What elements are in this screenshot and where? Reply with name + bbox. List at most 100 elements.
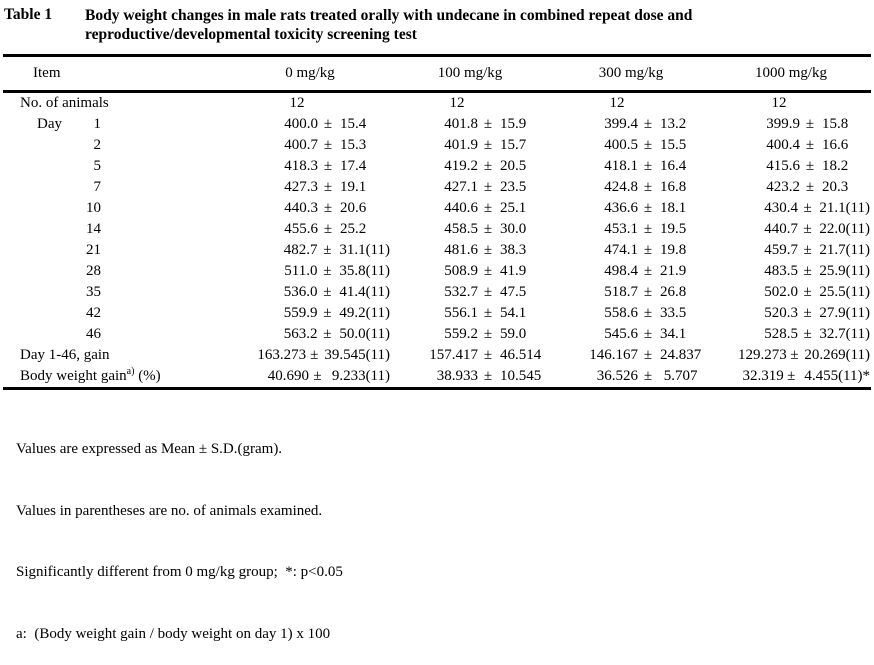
mean-value: 536.0	[283, 284, 318, 300]
row-label-cell: 5	[4, 156, 230, 177]
sd-value: 59.0	[500, 326, 527, 342]
sd-value: 25.5(11)	[819, 284, 870, 300]
sd-value: 47.5	[500, 284, 527, 300]
value-cell: 436.6 ±18.1	[550, 198, 712, 219]
value-cell: 401.9 ±15.7	[390, 135, 550, 156]
sd-value: 54.1	[500, 305, 527, 321]
table-row: 28 511.0 ±35.8(11) 508.9 ±41.9 498.4 ±21.9 483.…	[4, 261, 874, 282]
table-caption-line-1: Body weight changes in male rats treated…	[85, 7, 693, 24]
sd-value: 18.1	[660, 200, 687, 216]
plus-minus-sign: ±	[643, 116, 653, 132]
value-cell: 558.6 ±33.5	[550, 303, 712, 324]
day-number: 35	[86, 284, 101, 300]
mean-value: 418.3	[284, 158, 318, 174]
row-label-cell: No. of animals	[4, 93, 230, 114]
value-cell: 415.6 ±18.2	[712, 156, 870, 177]
plus-minus-sign: ±	[313, 368, 322, 384]
mean-value: 427.1	[444, 179, 478, 195]
value-cell: 129.273 ±20.269(11)	[712, 345, 870, 366]
value-cell: 483.5 ±25.9(11)	[712, 261, 870, 282]
row-label-cell: 46	[4, 324, 230, 345]
value-cell: 559.9 ±49.2(11)	[230, 303, 390, 324]
mean-value: 440.3	[284, 200, 318, 216]
sd-value: 4.455(11)*	[800, 368, 870, 384]
plus-minus-sign: ±	[643, 368, 653, 384]
column-header-item: Item	[33, 65, 61, 81]
day-number: 7	[93, 179, 102, 195]
sd-value: 19.8	[660, 242, 687, 258]
mean-value: 146.167	[589, 347, 638, 363]
footnote-mean-sd: Values are expressed as Mean ± S.D.(gram…	[16, 441, 283, 457]
plus-minus-sign: ±	[323, 263, 332, 279]
sd-value: 49.2(11)	[339, 305, 390, 321]
mean-value: 532.7	[444, 284, 478, 300]
animal-count-cell: 12	[550, 93, 712, 114]
plus-minus-sign: ±	[643, 200, 653, 216]
value-cell: 481.6 ±38.3	[390, 240, 550, 261]
plus-minus-sign: ±	[323, 326, 332, 342]
sd-value: 15.5	[660, 137, 687, 153]
plus-minus-sign: ±	[643, 284, 653, 300]
mean-value: 415.6	[766, 158, 800, 174]
animal-count-cell: 12	[712, 93, 870, 114]
mean-value: 559.9	[283, 305, 318, 321]
row-label: Day 1-46, gain	[20, 347, 110, 363]
plus-minus-sign: ±	[323, 179, 333, 195]
mean-value: 563.2	[283, 326, 318, 342]
row-label-cell: 42	[4, 303, 230, 324]
value-cell: 511.0 ±35.8(11)	[230, 261, 390, 282]
sd-value: 46.514	[500, 347, 542, 363]
mean-value: 481.6	[444, 242, 478, 258]
sd-value: 20.5	[500, 158, 527, 174]
sd-value: 20.3	[822, 179, 849, 195]
value-cell: 423.2 ±20.3	[712, 177, 870, 198]
mean-value: 508.9	[444, 263, 478, 279]
day-number: 42	[86, 305, 101, 321]
sd-value: 32.7(11)	[819, 326, 870, 342]
mean-value: 427.3	[284, 179, 318, 195]
value-cell: 455.6 ±25.2	[230, 219, 390, 240]
value-cell: 419.2 ±20.5	[390, 156, 550, 177]
sd-value: 25.1	[500, 200, 527, 216]
plus-minus-sign: ±	[323, 116, 333, 132]
plus-minus-sign: ±	[643, 326, 653, 342]
mean-value: 399.4	[604, 116, 638, 132]
table-row: Day 1 400.0 ±15.4 401.8 ±15.9 399.4 ±13.2 399.9 ±…	[4, 114, 874, 135]
animal-count-cell: 12	[230, 93, 390, 114]
value-cell: 528.5 ±32.7(11)	[712, 324, 870, 345]
plus-minus-sign: ±	[483, 284, 493, 300]
sd-value: 16.6	[822, 137, 849, 153]
value-cell: 32.319 ± 4.455(11)*	[712, 366, 870, 387]
sd-value: 19.5	[660, 221, 687, 237]
day-number: 2	[93, 137, 102, 153]
day-number: 28	[86, 263, 101, 279]
table-caption-line-2: reproductive/developmental toxicity scre…	[85, 26, 417, 43]
sd-value: 25.9(11)	[819, 263, 870, 279]
plus-minus-sign: ±	[323, 242, 332, 258]
footnote-gain-formula: a: (Body weight gain / body weight on da…	[16, 625, 331, 642]
mean-value: 430.4	[764, 200, 798, 216]
row-label-cell: Day 1	[4, 114, 230, 135]
sd-value: 39.545(11)	[324, 347, 390, 363]
plus-minus-sign: ±	[803, 221, 812, 237]
value-cell: 518.7 ±26.8	[550, 282, 712, 303]
animal-count: 12	[289, 95, 305, 111]
table-row: 7 427.3 ±19.1 427.1 ±23.5 424.8 ±16.8 423.2 ±20.…	[4, 177, 874, 198]
value-cell: 157.417 ±46.514	[390, 345, 550, 366]
row-label-cell: 2	[4, 135, 230, 156]
value-cell: 520.3 ±27.9(11)	[712, 303, 870, 324]
value-cell: 400.4 ±16.6	[712, 135, 870, 156]
mean-value: 455.6	[284, 221, 318, 237]
plus-minus-sign: ±	[643, 305, 653, 321]
plus-minus-sign: ±	[483, 368, 493, 384]
plus-minus-sign: ±	[483, 179, 493, 195]
day-number: 10	[86, 200, 101, 216]
mean-value: 401.9	[444, 137, 478, 153]
mean-value: 163.273	[257, 347, 307, 363]
table-caption: Body weight changes in male rats treated…	[85, 6, 785, 44]
value-cell: 163.273 ±39.545(11)	[230, 345, 390, 366]
value-cell: 427.1 ±23.5	[390, 177, 550, 198]
plus-minus-sign: ±	[643, 221, 653, 237]
bottom-rule	[3, 387, 871, 390]
footnotes: Values are expressed as Mean ± S.D.(gram…	[0, 398, 874, 665]
